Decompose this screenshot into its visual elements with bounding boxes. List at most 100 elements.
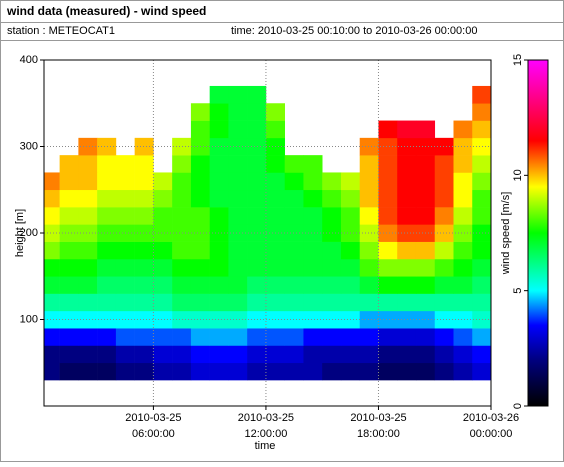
heat-cell [434,137,454,156]
heat-cell [303,293,323,312]
heat-cell [303,224,323,242]
heat-cell [247,172,267,191]
heat-cell [59,345,79,364]
heat-cell [397,207,417,225]
heat-cell [247,103,267,121]
heat-cell [97,155,117,173]
heat-cell [378,207,398,225]
heat-cell [247,310,267,329]
heat-cell [265,328,285,346]
heat-cell [378,362,398,381]
heat-cell [359,310,379,329]
heat-cell [228,120,248,139]
heat-cell [209,293,229,312]
heat-cell [434,293,454,312]
heat-cell [415,155,436,173]
heat-cell [78,362,98,381]
heat-cell [265,362,285,381]
heat-cell [340,258,361,277]
heat-cell [359,137,379,156]
heat-cell [228,103,248,121]
heat-cell [78,207,98,225]
x-tick-label: 2010-03-26 [463,412,519,424]
heat-cell [78,345,98,364]
heat-cell [340,362,361,381]
heat-cell [359,155,379,173]
x-tick-label: 2010-03-25 [238,412,294,424]
heat-cell [322,293,342,312]
heat-cell [209,258,229,277]
heat-cell [209,85,229,104]
x-axis-label: time [255,440,276,452]
heat-cell [359,258,379,277]
heat-cell [78,258,98,277]
heat-cell [378,328,398,346]
heat-cell [228,155,248,173]
heat-cell [265,293,285,312]
heat-cell [415,362,436,381]
heat-cell [322,276,342,294]
heat-cell [265,258,285,277]
heat-cell [209,172,229,191]
colorbar [527,59,549,407]
heat-cell [434,207,454,225]
heat-cell [153,345,173,364]
heat-cell [265,189,285,208]
heat-cell [153,207,173,225]
heat-cell [153,172,173,191]
heat-cell [115,241,135,260]
heat-cell [434,362,454,381]
heat-cell [228,189,248,208]
heat-cell [97,189,117,208]
heat-cell [378,293,398,312]
heat-cell [44,224,60,242]
heat-cell [115,258,135,277]
y-tick-label: 300 [20,140,38,152]
heat-cell [359,276,379,294]
heat-cell [359,328,379,346]
heat-cell [172,345,192,364]
heat-cell [209,224,229,242]
heat-cell [303,328,323,346]
heat-cell [44,328,60,346]
heat-cell [247,241,267,260]
x-tick-label: 12:00:00 [245,428,288,440]
heat-cell [322,258,342,277]
heat-cell [415,345,436,364]
heat-cell [284,155,304,173]
heat-cell [359,345,379,364]
y-tick-label: 100 [20,313,38,325]
heat-cell [434,276,454,294]
heat-cell [134,258,154,277]
heat-cell [115,293,135,312]
heat-cell [340,241,361,260]
heat-cell [97,345,117,364]
heat-cell [97,241,117,260]
heat-cell [378,310,398,329]
heat-cell [434,172,454,191]
y-tick-label: 200 [20,227,38,239]
heat-cell [153,310,173,329]
heat-cell [134,362,154,381]
heat-cell [97,137,117,156]
heat-cell [415,258,436,277]
heat-cell [59,310,79,329]
heat-cell [209,310,229,329]
heat-cell [378,155,398,173]
heat-cell [44,310,60,329]
heat-cell [172,241,192,260]
heat-cell [472,172,492,191]
heat-cell [247,345,267,364]
y-axis-label: height [m] [14,209,26,257]
heat-cell [190,328,210,346]
heat-cell [153,328,173,346]
heat-cell [359,362,379,381]
heat-cell [44,189,60,208]
heat-cell [190,189,210,208]
heat-cell [153,362,173,381]
heat-cell [59,224,79,242]
heat-cell [472,276,492,294]
heat-cell [209,189,229,208]
heat-cell [397,328,417,346]
heat-cell [322,172,342,191]
